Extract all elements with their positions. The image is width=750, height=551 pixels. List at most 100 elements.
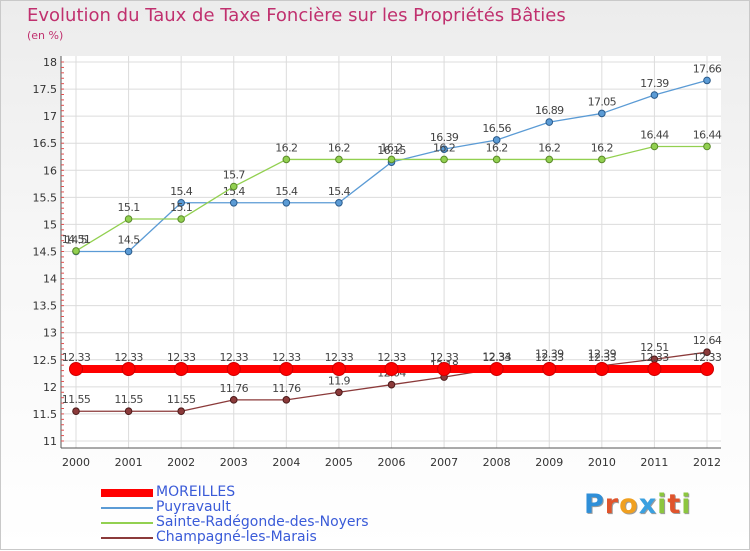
y-tick-label: 13.5 (33, 300, 58, 313)
data-label: 12.64 (693, 334, 722, 347)
data-point (387, 155, 396, 164)
data-label: 12.33 (114, 351, 143, 364)
data-point (72, 407, 80, 416)
logo-letter: t (667, 489, 682, 520)
x-tick-label: 2009 (535, 456, 563, 469)
data-label: 12.33 (272, 351, 301, 364)
y-tick-label: 15 (43, 218, 57, 231)
data-point (69, 361, 83, 376)
data-label: 11.76 (272, 382, 301, 395)
data-label: 15.4 (170, 185, 193, 198)
y-tick-label: 12 (43, 381, 57, 394)
data-label: 16.39 (430, 131, 459, 144)
data-point (279, 361, 294, 376)
legend-item-champagne: Champagné-les-Marais (101, 530, 431, 545)
data-point (594, 361, 609, 376)
data-label: 12.39 (588, 348, 617, 361)
y-tick-label: 13 (43, 327, 57, 340)
data-point (124, 247, 133, 256)
data-point (598, 109, 606, 118)
data-point (72, 247, 80, 255)
data-point (229, 182, 238, 191)
data-label: 11.76 (220, 382, 249, 395)
x-tick-label: 2004 (272, 456, 300, 469)
data-label: 11.55 (62, 393, 91, 406)
chart-legend: MOREILLES Puyravault Sainte-Radégonde-de… (101, 485, 431, 545)
y-tick-label: 16 (43, 164, 57, 177)
proxiti-logo: Proxiti (584, 489, 692, 520)
data-label: 12.33 (325, 351, 354, 364)
logo-letter: i (657, 489, 668, 520)
data-point (282, 396, 291, 404)
data-label: 12.33 (693, 351, 722, 364)
data-label: 12.39 (535, 348, 564, 361)
data-label: 11.55 (114, 393, 143, 406)
data-label: 12.33 (640, 351, 669, 364)
data-label: 12.33 (430, 351, 459, 364)
x-tick-label: 2008 (483, 456, 511, 469)
data-label: 14.51 (62, 233, 91, 246)
x-tick-label: 2003 (220, 456, 248, 469)
x-tick-label: 2002 (167, 456, 195, 469)
data-point (650, 142, 659, 151)
data-label: 12.33 (62, 351, 91, 364)
data-label: 15.1 (170, 201, 192, 214)
data-label: 15.4 (328, 185, 351, 198)
data-point (440, 145, 448, 153)
y-tick-label: 17.5 (33, 83, 58, 96)
x-tick-label: 2001 (115, 456, 143, 469)
x-tick-label: 2011 (640, 456, 668, 469)
data-label: 16.2 (538, 141, 560, 154)
y-tick-label: 17 (43, 110, 57, 123)
data-label: 11.55 (167, 393, 196, 406)
legend-label-moreilles: MOREILLES (156, 484, 236, 500)
data-point (598, 155, 606, 164)
data-label: 16.89 (535, 104, 564, 117)
data-point (229, 396, 238, 404)
data-point (387, 380, 396, 389)
data-point (177, 407, 185, 416)
legend-swatch-moreilles (101, 489, 153, 497)
data-label: 16.56 (482, 122, 511, 135)
data-label: 16.44 (640, 128, 669, 141)
data-label: 16.2 (486, 141, 508, 154)
legend-item-puyravault: Puyravault (101, 500, 431, 515)
data-point (335, 388, 343, 397)
y-tick-label: 18 (43, 56, 57, 69)
data-label: 15.7 (223, 169, 246, 182)
data-point (177, 215, 185, 223)
data-point (437, 361, 452, 376)
legend-label-puyravault: Puyravault (156, 499, 231, 515)
data-point (124, 215, 133, 223)
data-point (700, 361, 714, 376)
logo-letter: P (584, 489, 605, 520)
data-label: 11.9 (328, 374, 351, 387)
x-tick-label: 2006 (378, 456, 406, 469)
data-label: 14.5 (65, 234, 88, 247)
data-point (647, 361, 662, 376)
data-point (124, 407, 133, 416)
data-point (282, 198, 291, 207)
data-point (174, 361, 189, 376)
data-label: 16.2 (328, 141, 350, 154)
chart-title: Evolution du Taux de Taxe Foncière sur l… (27, 5, 566, 26)
x-tick-label: 2007 (430, 456, 458, 469)
data-label: 16.2 (433, 141, 455, 154)
x-tick-label: 2010 (588, 456, 616, 469)
y-tick-label: 12.5 (33, 354, 58, 367)
legend-swatch-champagne (101, 537, 153, 539)
logo-letter: x (638, 489, 658, 520)
data-label: 17.05 (588, 95, 617, 108)
logo-letter: o (619, 489, 639, 520)
data-label: 16.2 (275, 141, 297, 154)
data-point (335, 155, 343, 164)
y-tick-label: 15.5 (33, 191, 58, 204)
data-label: 12.33 (377, 351, 406, 364)
data-point (703, 348, 711, 357)
data-point (226, 361, 241, 376)
y-tick-label: 16.5 (33, 137, 58, 150)
legend-swatch-sainte-radegonde (101, 522, 153, 524)
data-label: 12.34 (482, 350, 511, 363)
data-point (545, 155, 554, 164)
data-label: 15.4 (275, 185, 298, 198)
